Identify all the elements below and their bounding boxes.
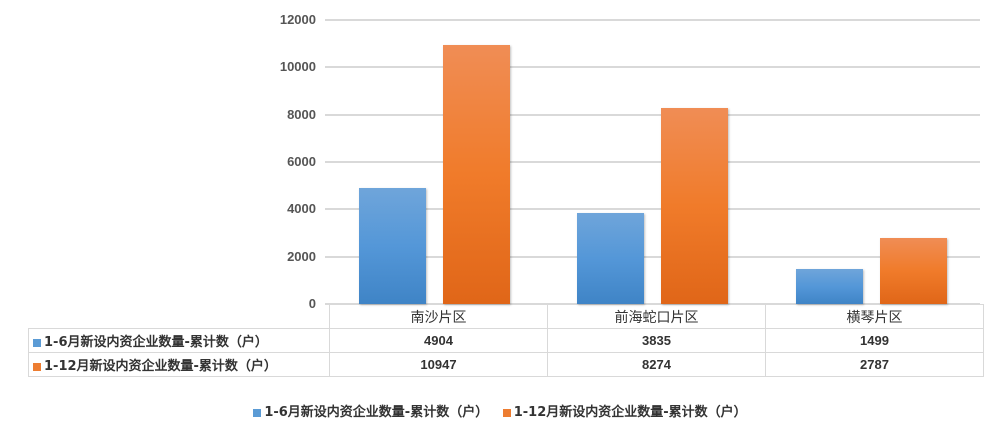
y-tick-label: 2000 bbox=[287, 248, 316, 264]
legend-swatch-icon bbox=[502, 408, 511, 417]
table-cell: 10947 bbox=[329, 352, 548, 377]
legend-label: 1-6月新设内资企业数量-累计数（户） bbox=[264, 405, 489, 420]
table-cell: 8274 bbox=[547, 352, 766, 377]
legend: 1-6月新设内资企业数量-累计数（户） 1-12月新设内资企业数量-累计数（户） bbox=[0, 401, 1000, 420]
table-category: 南沙片区 bbox=[329, 304, 548, 329]
table-category: 前海蛇口片区 bbox=[547, 304, 766, 329]
legend-item[interactable]: 1-12月新设内资企业数量-累计数（户） bbox=[502, 405, 747, 420]
bar[interactable] bbox=[359, 187, 426, 304]
bar[interactable] bbox=[577, 213, 645, 304]
y-tick-label: 0 bbox=[308, 296, 316, 311]
y-tick-label: 4000 bbox=[287, 201, 316, 217]
legend-swatch-icon bbox=[253, 408, 262, 417]
table-row: 1-12月新设内资企业数量-累计数（户） 10947 8274 2787 bbox=[28, 352, 984, 377]
data-table: 南沙片区 前海蛇口片区 横琴片区 1-6月新设内资企业数量-累计数（户） 490… bbox=[28, 304, 984, 377]
table-category: 横琴片区 bbox=[765, 304, 984, 329]
legend-item[interactable]: 1-6月新设内资企业数量-累计数（户） bbox=[253, 405, 488, 420]
table-row-label: 1-6月新设内资企业数量-累计数（户） bbox=[28, 328, 330, 353]
gridline bbox=[325, 66, 980, 69]
gridline bbox=[325, 161, 980, 163]
y-tick-label: 12000 bbox=[279, 12, 316, 27]
table-row: 1-6月新设内资企业数量-累计数（户） 4904 3835 1499 bbox=[28, 328, 984, 353]
table-row-label: 1-12月新设内资企业数量-累计数（户） bbox=[28, 352, 330, 377]
y-tick-label: 10000 bbox=[279, 59, 316, 75]
legend-label: 1-12月新设内资企业数量-累计数（户） bbox=[513, 405, 747, 420]
bar[interactable] bbox=[443, 44, 510, 304]
gridline bbox=[325, 255, 980, 258]
table-cell: 3835 bbox=[547, 328, 766, 353]
gridline bbox=[325, 303, 980, 305]
y-tick-label: 8000 bbox=[287, 106, 316, 122]
gridline bbox=[325, 19, 980, 21]
y-tick-label: 6000 bbox=[287, 154, 316, 169]
bar[interactable] bbox=[795, 268, 863, 304]
table-header-row: 南沙片区 前海蛇口片区 横琴片区 bbox=[28, 304, 984, 329]
bar[interactable] bbox=[661, 108, 729, 304]
table-cell: 4904 bbox=[329, 328, 548, 353]
bar[interactable] bbox=[879, 238, 947, 304]
table-cell: 2787 bbox=[765, 352, 984, 377]
row-label-text: 1-12月新设内资企业数量-累计数（户） bbox=[44, 359, 277, 374]
gridline bbox=[325, 113, 980, 116]
gridline bbox=[325, 208, 980, 211]
series-swatch-icon bbox=[33, 338, 41, 347]
table-cell: 1499 bbox=[765, 328, 984, 353]
row-label-text: 1-6月新设内资企业数量-累计数（户） bbox=[44, 335, 268, 350]
series-swatch-icon bbox=[33, 362, 41, 371]
